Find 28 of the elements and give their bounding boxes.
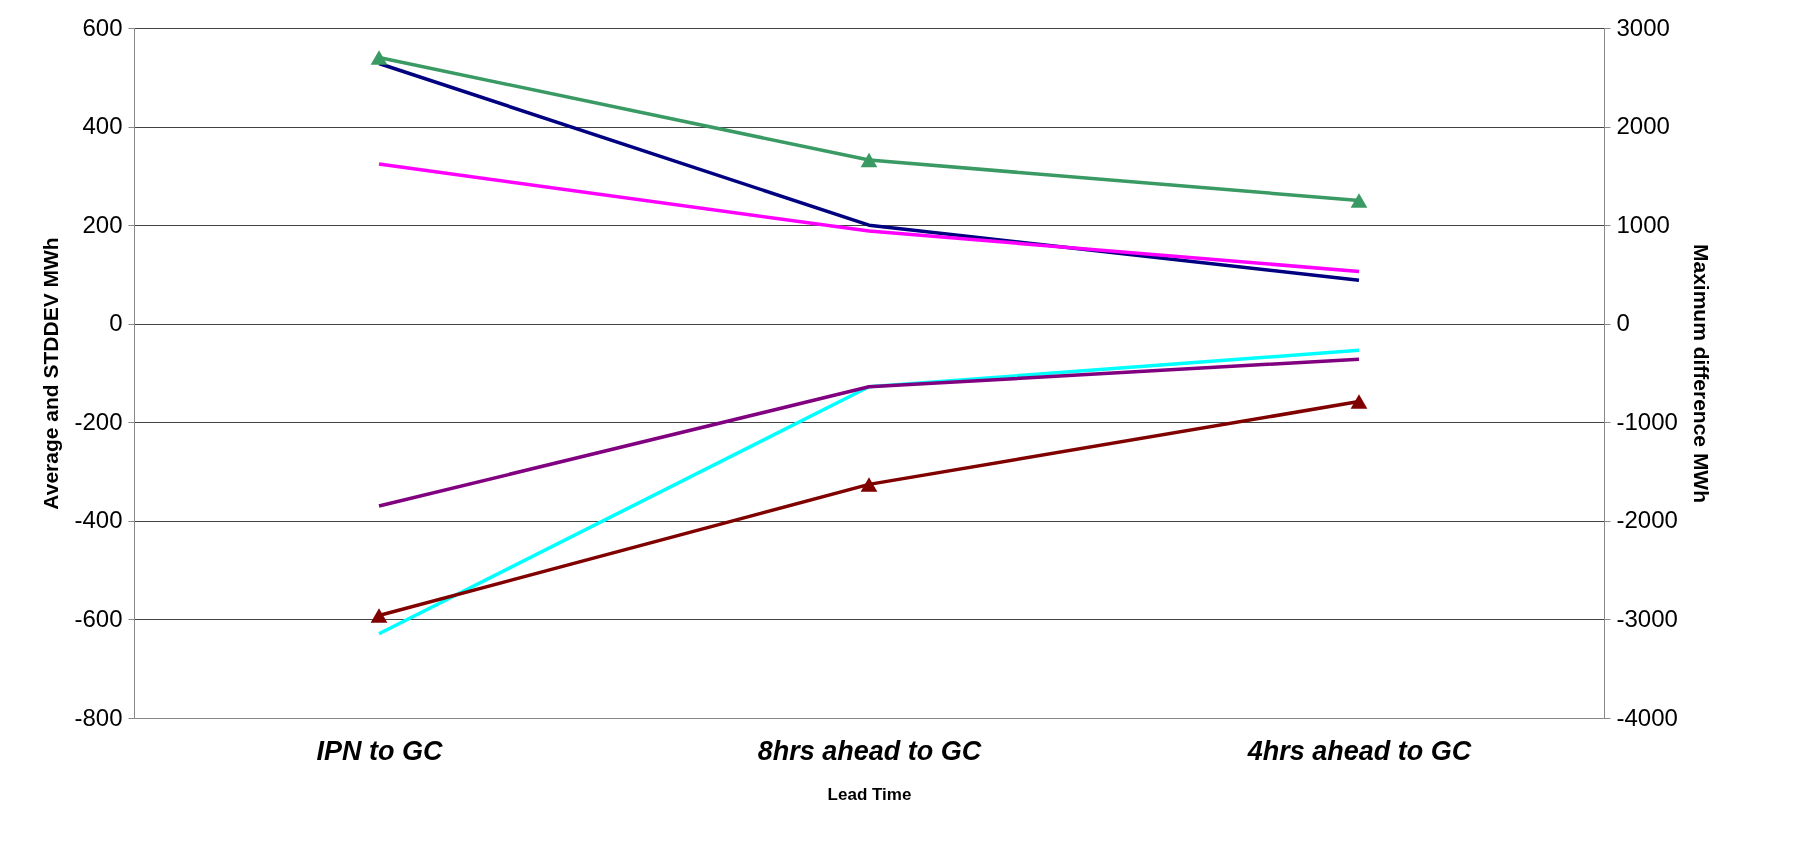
y2-tick-label: -2000 bbox=[1616, 506, 1678, 534]
point bbox=[1350, 394, 1368, 409]
y-tick-label: 600 bbox=[82, 13, 123, 41]
y-tick-label: -800 bbox=[74, 703, 123, 731]
point bbox=[860, 477, 878, 492]
y-tick-label: -200 bbox=[74, 407, 123, 435]
x-tick-label: IPN to GC bbox=[316, 735, 443, 766]
y-tick-label: -600 bbox=[74, 604, 123, 632]
x-axis-title: Lead Time bbox=[827, 784, 912, 804]
y2-tick-label: 1000 bbox=[1616, 210, 1670, 238]
y2-tick-label: -4000 bbox=[1616, 703, 1678, 731]
y2-tick-label: 2000 bbox=[1616, 112, 1670, 140]
y2-tick-label: -3000 bbox=[1616, 604, 1678, 632]
point bbox=[860, 152, 878, 168]
y2-tick-label: 0 bbox=[1616, 309, 1630, 337]
point bbox=[370, 608, 388, 623]
y-tick-label: 200 bbox=[82, 210, 123, 238]
y2-axis-title: Maximum difference MWh bbox=[1689, 243, 1713, 504]
point bbox=[1350, 193, 1368, 208]
y-tick-label: 0 bbox=[109, 309, 123, 337]
y-axis-title: Average and STDDEV MWh bbox=[39, 237, 63, 510]
y2-tick-label: -1000 bbox=[1616, 407, 1678, 435]
x-tick-label: 8hrs ahead to GC bbox=[757, 735, 982, 766]
x-tick-label: 4hrs ahead to GC bbox=[1246, 735, 1472, 766]
y-tick-label: -400 bbox=[74, 506, 123, 534]
y-tick-label: 400 bbox=[82, 112, 123, 140]
y2-tick-label: 3000 bbox=[1616, 13, 1670, 41]
point bbox=[370, 50, 388, 65]
